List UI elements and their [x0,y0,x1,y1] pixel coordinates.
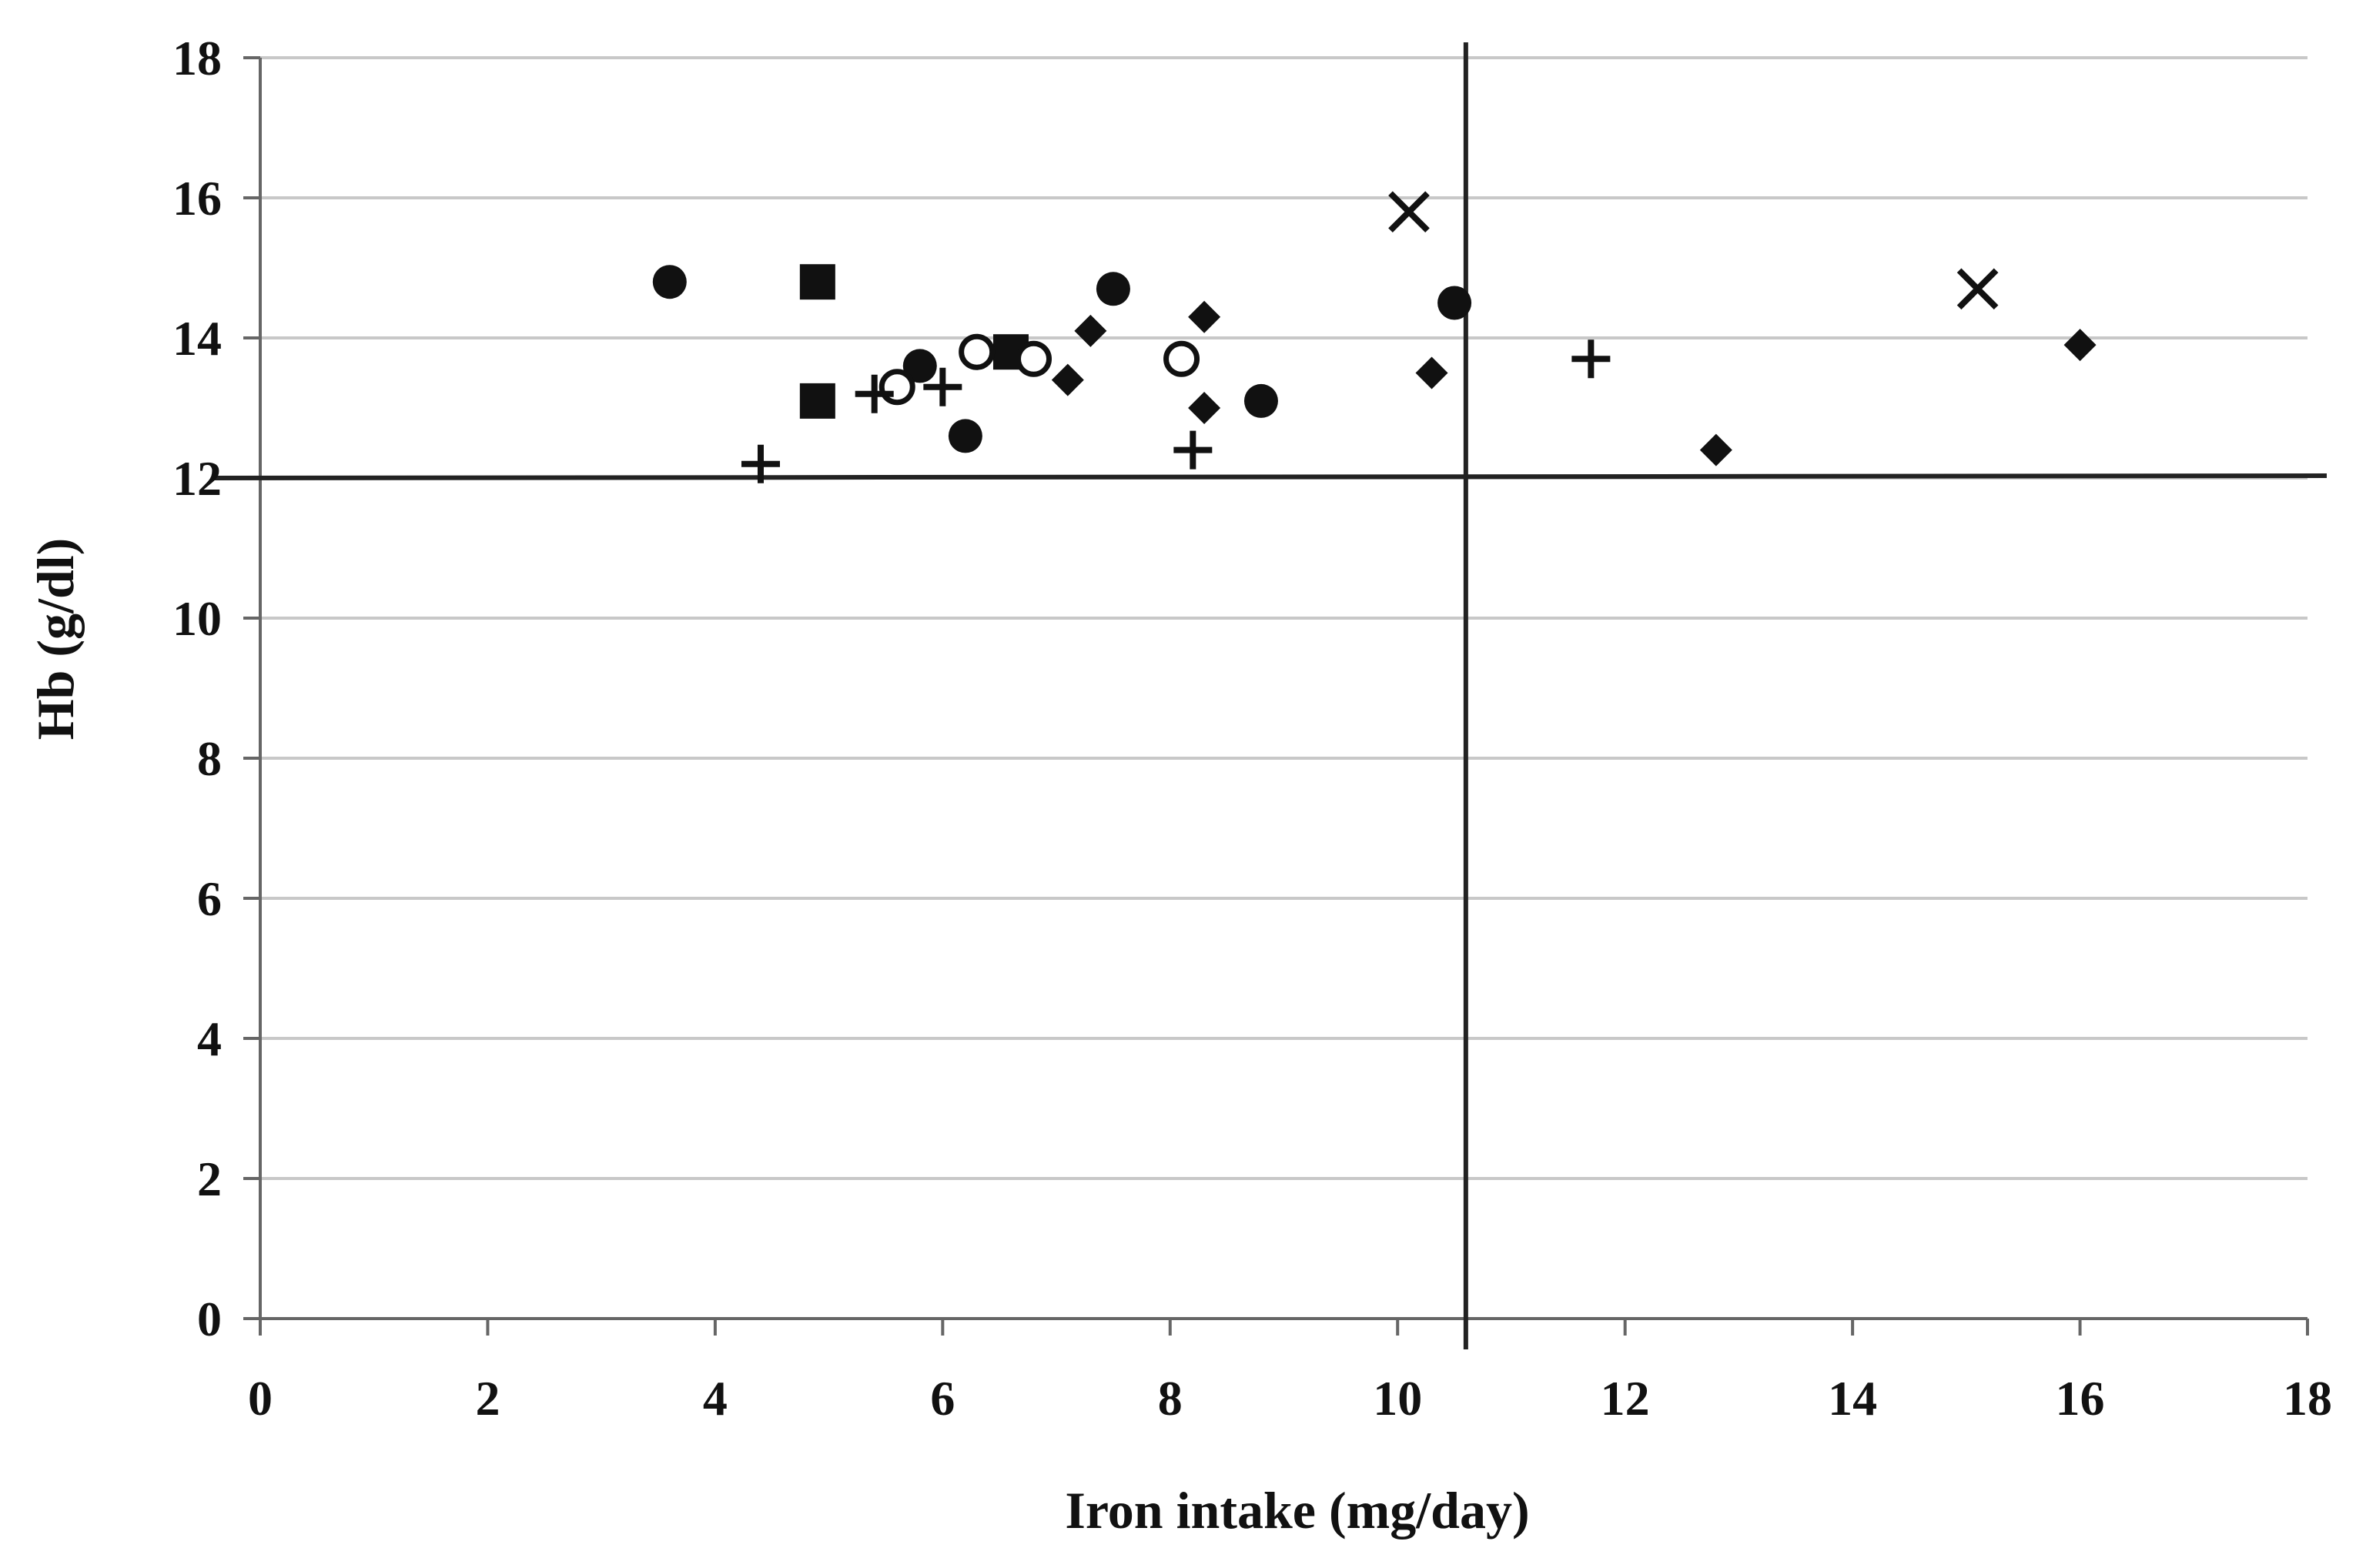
x-tick-label-10: 10 [1373,1371,1422,1426]
y-axis-title: Hb (g/dl) [26,538,85,741]
y-tick-label-6: 6 [197,871,222,926]
point-diamond-filled-3 [1188,392,1221,424]
point-circle-open-3 [1163,340,1200,377]
y-tick-label-18: 18 [172,31,222,85]
y-tick-label-10: 10 [172,591,222,646]
x-tick-label-4: 4 [703,1371,728,1426]
point-square-filled-1 [799,383,835,419]
x-tick-label-2: 2 [475,1371,500,1426]
point-circle-filled-5 [1437,286,1472,320]
point-circle-filled-3 [1096,272,1130,306]
y-tick-label-14: 14 [172,311,222,366]
point-square-filled-0 [799,264,835,300]
point-circle-open-1 [959,333,996,370]
point-cross-0 [1388,191,1430,233]
x-tick-label-16: 16 [2056,1371,2105,1426]
tick-labels: 0 2 4 6 8 10 12 14 16 18 0 2 4 6 8 10 12 14 16 18 [172,31,2332,1426]
point-circle-filled-2 [948,419,982,453]
point-circle-filled-0 [652,265,687,299]
x-tick-label-18: 18 [2283,1371,2332,1426]
point-plus-2 [923,367,962,406]
point-circle-filled-1 [902,349,937,383]
point-diamond-filled-1 [1074,314,1107,347]
y-tick-label-2: 2 [197,1152,222,1206]
axes [243,56,2309,1336]
x-tick-label-0: 0 [248,1371,273,1426]
point-circle-open-2 [1016,340,1053,377]
point-cross-1 [1956,268,1999,310]
point-plus-3 [1173,430,1213,470]
point-diamond-filled-4 [1415,356,1448,389]
y-tick-label-0: 0 [197,1292,222,1346]
point-diamond-filled-6 [2063,329,2097,362]
point-diamond-filled-5 [1699,433,1732,466]
point-plus-1 [855,374,894,413]
y-tick-label-12: 12 [172,451,222,506]
x-tick-label-6: 6 [930,1371,955,1426]
x-axis-title: Iron intake (mg/day) [1065,1481,1529,1540]
y-tick-label-8: 8 [197,731,222,786]
point-plus-4 [1571,339,1611,379]
x-tick-label-8: 8 [1158,1371,1183,1426]
grid-lines [260,56,2307,1180]
point-plus-0 [741,444,780,483]
y-tick-label-16: 16 [172,171,222,226]
point-circle-open-0 [878,369,915,406]
x-tick-label-14: 14 [1828,1371,1877,1426]
data-points [652,191,2097,483]
reference-lines [213,42,2328,1349]
x-tick-label-12: 12 [1601,1371,1650,1426]
point-diamond-filled-2 [1188,300,1221,333]
y-tick-label-4: 4 [197,1011,222,1066]
point-circle-filled-4 [1243,383,1278,418]
reference-line-hb [213,473,2328,480]
point-diamond-filled-0 [1051,363,1084,396]
